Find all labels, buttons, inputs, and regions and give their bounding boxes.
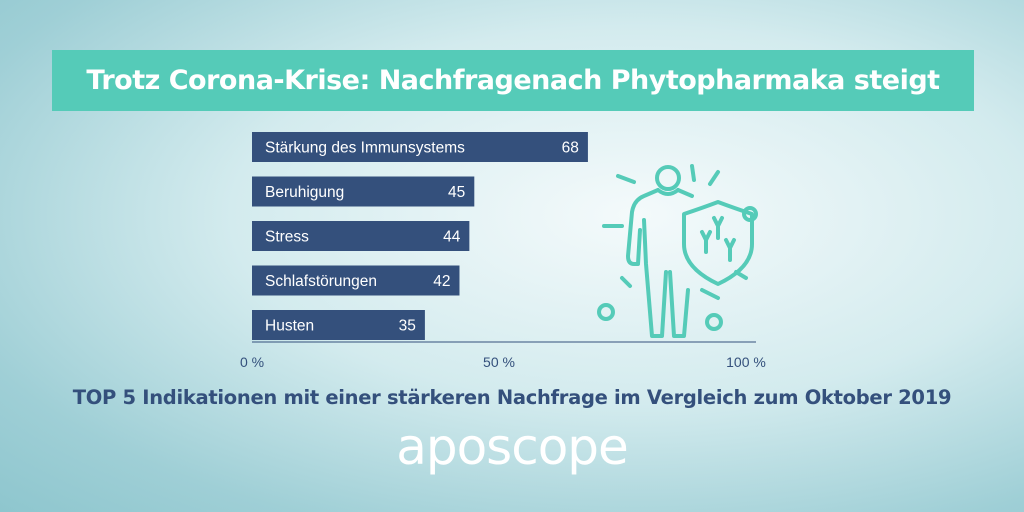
human-figure-with-antibody-shield-icon — [597, 164, 758, 338]
chart-title: Trotz Corona-Krise: Nachfragenach Phytop… — [52, 50, 974, 111]
x-tick-label-0: 0 % — [240, 354, 264, 370]
bar-label-3: Schlafstörungen — [265, 273, 377, 290]
bar-value-4: 35 — [399, 318, 416, 335]
bar-value-1: 45 — [448, 184, 465, 201]
bar-1 — [252, 176, 475, 207]
bar-label-4: Husten — [265, 318, 314, 335]
bar-2 — [252, 221, 470, 251]
bar-value-3: 42 — [433, 273, 450, 290]
bar-0 — [252, 132, 588, 162]
x-tick-label-1: 50 % — [483, 354, 515, 370]
brand-logo: aposcope — [396, 418, 629, 476]
bar-label-0: Stärkung des Immunsystems — [265, 140, 465, 157]
bar-label-1: Beruhigung — [265, 184, 344, 201]
bar-3 — [252, 265, 460, 296]
bar-value-0: 68 — [562, 140, 579, 157]
chart-subtitle: TOP 5 Indikationen mit einer stärkeren N… — [72, 386, 952, 409]
x-tick-label-2: 100 % — [726, 354, 766, 370]
bar-label-2: Stress — [265, 229, 309, 246]
bar-4 — [252, 310, 425, 340]
bar-value-2: 44 — [443, 229, 461, 246]
